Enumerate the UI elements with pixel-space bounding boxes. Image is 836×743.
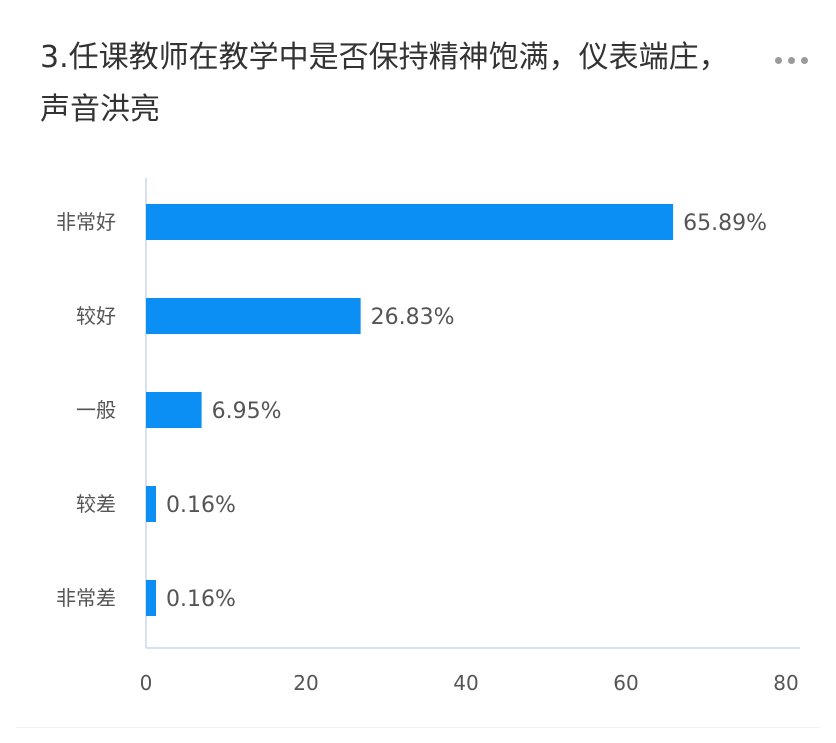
bar xyxy=(146,580,156,616)
x-tick-label: 80 xyxy=(773,671,798,695)
value-label: 6.95% xyxy=(212,399,282,424)
category-label: 一般 xyxy=(76,398,116,422)
value-label: 0.16% xyxy=(166,493,236,518)
bar xyxy=(146,392,202,428)
x-tick-label: 40 xyxy=(453,671,478,695)
x-tick-label: 60 xyxy=(613,671,638,695)
more-dot xyxy=(800,56,808,64)
bar xyxy=(146,486,156,522)
more-dot xyxy=(787,56,795,64)
bar xyxy=(146,298,361,334)
value-label: 26.83% xyxy=(371,305,455,330)
x-tick-label: 0 xyxy=(140,671,153,695)
category-label: 较好 xyxy=(76,304,116,328)
category-label: 非常差 xyxy=(56,586,116,610)
x-tick-label: 20 xyxy=(293,671,318,695)
question-title: 3.任课教师在教学中是否保持精神饱满，仪表端庄，声音洪亮 xyxy=(40,40,729,127)
category-label: 较差 xyxy=(76,492,116,516)
category-label: 非常好 xyxy=(56,210,116,234)
value-label: 0.16% xyxy=(166,587,236,612)
more-dot xyxy=(774,56,782,64)
value-label: 65.89% xyxy=(683,211,767,236)
bar xyxy=(146,204,674,240)
more-horizontal-icon[interactable] xyxy=(766,40,816,80)
